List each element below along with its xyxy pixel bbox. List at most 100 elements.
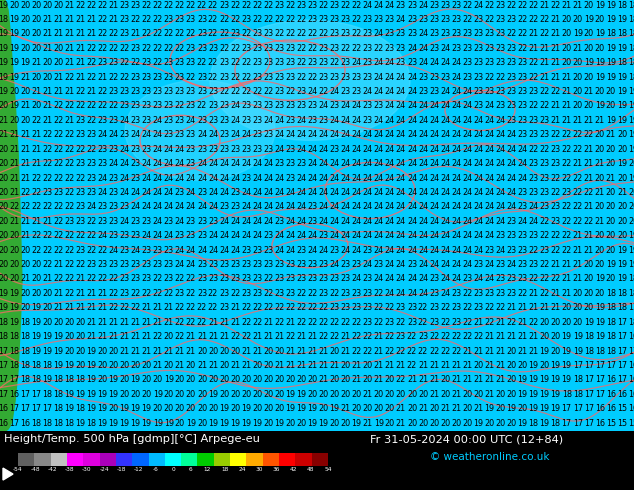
Text: 20: 20 [208, 404, 218, 413]
Text: 19: 19 [595, 73, 605, 82]
Text: 22: 22 [407, 361, 417, 370]
Text: 23: 23 [307, 15, 318, 24]
Text: 23: 23 [108, 202, 119, 211]
Text: -24: -24 [100, 467, 109, 472]
Text: 18: 18 [617, 58, 627, 67]
Text: 24: 24 [429, 58, 439, 67]
Text: 23: 23 [219, 101, 229, 110]
Text: 23: 23 [131, 0, 141, 9]
Text: 19: 19 [595, 101, 605, 110]
Text: 24: 24 [373, 173, 384, 183]
Text: 22: 22 [98, 44, 108, 53]
Text: 24: 24 [396, 116, 406, 125]
Text: 20: 20 [230, 390, 240, 399]
Text: 20: 20 [263, 346, 273, 356]
Text: 22: 22 [86, 231, 96, 240]
Text: 23: 23 [407, 260, 417, 269]
Text: 23: 23 [473, 87, 483, 96]
Text: 21: 21 [462, 361, 472, 370]
Text: 23: 23 [252, 289, 262, 298]
Text: 23: 23 [484, 44, 495, 53]
Text: 20: 20 [164, 361, 174, 370]
Text: 17: 17 [9, 404, 19, 413]
Text: 22: 22 [573, 130, 583, 139]
Text: 22: 22 [31, 173, 41, 183]
Text: 16: 16 [628, 390, 634, 399]
Text: 20: 20 [595, 173, 605, 183]
Text: 22: 22 [86, 145, 96, 154]
Text: 20: 20 [31, 44, 41, 53]
Text: 20: 20 [197, 346, 207, 356]
Text: 19: 19 [9, 15, 19, 24]
Text: 22: 22 [495, 73, 505, 82]
Text: 21: 21 [352, 375, 362, 385]
Text: 22: 22 [440, 332, 450, 341]
Text: 22: 22 [219, 87, 229, 96]
Text: 23: 23 [141, 245, 152, 255]
Text: 20: 20 [0, 173, 8, 183]
Text: 21: 21 [9, 188, 19, 197]
Text: 23: 23 [440, 0, 450, 9]
Text: 22: 22 [141, 15, 152, 24]
Text: 20: 20 [462, 418, 472, 428]
Text: 22: 22 [64, 289, 74, 298]
Text: 21: 21 [529, 332, 539, 341]
Text: 22: 22 [352, 15, 362, 24]
Text: 23: 23 [175, 87, 185, 96]
Text: 22: 22 [296, 44, 307, 53]
Text: 22: 22 [318, 318, 328, 327]
Text: 23: 23 [507, 101, 517, 110]
Text: 17: 17 [584, 361, 594, 370]
Text: 23: 23 [186, 130, 196, 139]
Text: 19: 19 [584, 318, 594, 327]
Text: 19: 19 [595, 318, 605, 327]
Text: 21: 21 [64, 15, 74, 24]
Text: 21: 21 [418, 404, 428, 413]
Text: 24: 24 [263, 188, 273, 197]
Text: 20: 20 [275, 375, 285, 385]
Text: 23: 23 [241, 15, 251, 24]
Text: 24: 24 [363, 231, 373, 240]
Text: 24: 24 [275, 188, 285, 197]
Text: 21: 21 [64, 44, 74, 53]
Text: 22: 22 [230, 44, 240, 53]
Text: 20: 20 [64, 346, 74, 356]
Text: 20: 20 [31, 29, 41, 38]
Text: 24: 24 [418, 231, 428, 240]
Text: 21: 21 [285, 346, 295, 356]
Text: 24: 24 [252, 159, 262, 168]
Text: 22: 22 [208, 58, 218, 67]
Text: 24: 24 [495, 173, 505, 183]
Text: 23: 23 [186, 15, 196, 24]
Text: 19: 19 [606, 44, 616, 53]
Text: 21: 21 [53, 73, 63, 82]
Text: 22: 22 [495, 303, 505, 312]
Text: 20: 20 [0, 245, 8, 255]
Text: 24: 24 [252, 188, 262, 197]
Text: 16: 16 [9, 390, 19, 399]
Text: 23: 23 [131, 116, 141, 125]
Text: 22: 22 [131, 58, 141, 67]
Text: 22: 22 [418, 303, 428, 312]
Text: 23: 23 [98, 260, 108, 269]
Text: 20: 20 [595, 87, 605, 96]
Text: 20: 20 [330, 346, 340, 356]
Text: 22: 22 [252, 0, 262, 9]
Text: 24: 24 [407, 145, 417, 154]
Text: 22: 22 [562, 231, 572, 240]
Text: 21: 21 [186, 332, 196, 341]
Text: 23: 23 [230, 29, 240, 38]
Text: 24: 24 [330, 260, 340, 269]
Text: 21: 21 [131, 29, 141, 38]
Text: 20: 20 [164, 332, 174, 341]
Text: 22: 22 [175, 303, 185, 312]
Text: 23: 23 [407, 29, 417, 38]
Text: 24: 24 [296, 217, 306, 226]
Text: 23: 23 [252, 29, 262, 38]
Text: 23: 23 [318, 289, 328, 298]
Text: 23: 23 [175, 58, 185, 67]
Text: 22: 22 [584, 130, 594, 139]
Text: 21: 21 [53, 15, 63, 24]
Text: 24: 24 [462, 245, 472, 255]
Text: 23: 23 [495, 101, 505, 110]
